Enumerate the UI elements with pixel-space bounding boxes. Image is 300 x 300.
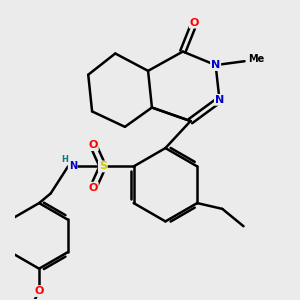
Text: H: H	[61, 155, 68, 164]
Text: N: N	[69, 161, 77, 171]
Text: N: N	[211, 60, 220, 70]
Text: O: O	[34, 286, 44, 296]
Text: O: O	[190, 18, 199, 28]
Text: S: S	[99, 161, 107, 171]
Text: N: N	[215, 95, 224, 105]
Text: O: O	[88, 140, 98, 150]
Text: Me: Me	[248, 54, 264, 64]
Text: O: O	[88, 183, 98, 193]
